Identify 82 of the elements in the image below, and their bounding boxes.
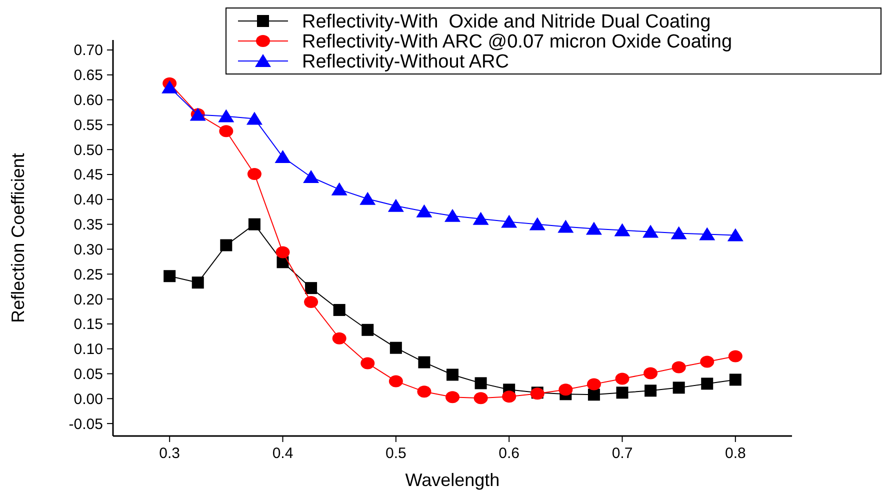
point: [670, 226, 687, 240]
point: [474, 377, 487, 390]
point: [305, 282, 318, 294]
point: [303, 170, 320, 183]
point: [614, 223, 630, 236]
point: [248, 218, 260, 230]
point: [247, 168, 262, 180]
point: [388, 198, 404, 212]
y-tick-label: 0.60: [74, 92, 103, 110]
x-tick-label: 0.5: [385, 445, 406, 462]
y-axis-title: Reflection Coefficient: [8, 153, 28, 323]
point: [331, 182, 348, 196]
point: [727, 228, 744, 242]
point: [362, 324, 374, 336]
y-tick-label: -0.05: [68, 416, 103, 433]
point: [558, 384, 573, 396]
point: [558, 220, 574, 233]
x-tick-label: 0.8: [724, 445, 746, 462]
point: [729, 374, 742, 386]
y-tick-label: 0.50: [74, 142, 103, 159]
y-tick-label: 0.35: [74, 216, 103, 234]
point: [246, 112, 262, 125]
point: [304, 296, 318, 308]
point: [588, 388, 600, 401]
point: [360, 192, 376, 205]
point: [701, 378, 714, 390]
y-tick-label: 0.15: [74, 316, 103, 334]
point: [616, 386, 628, 399]
x-tick-label: 0.4: [272, 445, 294, 462]
point: [642, 224, 659, 238]
point: [586, 222, 602, 235]
x-tick-label: 0.7: [612, 445, 633, 462]
point: [444, 208, 460, 222]
point: [192, 276, 204, 289]
point: [728, 350, 742, 362]
legend-label: Reflectivity-With ARC @0.07 micron Oxide Coating: [302, 32, 732, 53]
point: [586, 378, 601, 390]
point: [700, 356, 714, 368]
point: [417, 386, 432, 398]
point: [162, 80, 178, 94]
point: [474, 392, 488, 404]
y-tick-label: 0.55: [74, 116, 103, 134]
point: [416, 204, 432, 218]
point: [644, 384, 657, 397]
y-tick-label: 0.05: [74, 366, 103, 383]
y-tick-label: 0.70: [74, 42, 103, 60]
point: [672, 382, 685, 394]
y-tick-label: 0.20: [74, 291, 103, 308]
point: [220, 239, 232, 252]
point: [446, 368, 458, 381]
point: [644, 367, 658, 380]
y-tick-label: 0.10: [74, 341, 103, 358]
point: [699, 227, 716, 240]
y-tick-label: 0.45: [74, 166, 103, 184]
point: [472, 212, 489, 225]
point: [333, 304, 346, 316]
y-tick-label: 0.30: [74, 241, 103, 258]
point: [672, 361, 686, 374]
y-tick-label: 0.25: [74, 266, 103, 284]
point: [615, 372, 630, 385]
point: [501, 214, 518, 228]
point: [332, 332, 346, 344]
point: [164, 270, 176, 282]
y-tick-label: 0.00: [74, 390, 103, 408]
y-tick-label: 0.65: [74, 67, 103, 84]
point: [388, 375, 403, 388]
point: [446, 391, 460, 404]
x-tick-label: 0.6: [498, 445, 520, 462]
point: [274, 150, 291, 164]
x-axis-title: Wavelength: [405, 470, 500, 490]
point: [360, 357, 375, 370]
y-tick-label: 0.40: [74, 192, 103, 209]
legend-label: Reflectivity-With Oxide and Nitride Dual Coating: [302, 12, 711, 33]
legend-label: Reflectivity-Without ARC: [302, 52, 509, 73]
point: [529, 217, 546, 230]
point: [276, 246, 290, 258]
point: [218, 109, 234, 122]
point: [390, 342, 402, 354]
point: [502, 390, 516, 403]
point: [418, 356, 430, 368]
x-tick-label: 0.3: [159, 445, 180, 462]
point: [219, 125, 234, 138]
